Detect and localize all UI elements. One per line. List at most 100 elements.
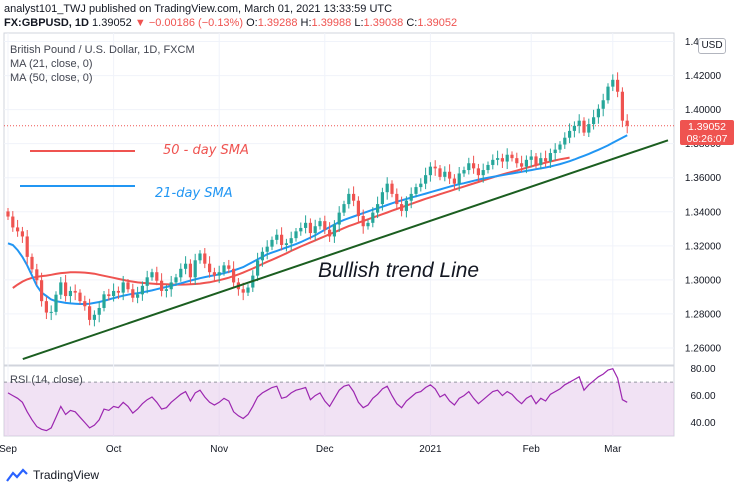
candle-body bbox=[356, 200, 360, 217]
price-tick-label: 1.26000 bbox=[685, 343, 722, 354]
candle-body bbox=[6, 211, 10, 217]
candle-body bbox=[20, 231, 24, 237]
candle-body bbox=[582, 120, 586, 133]
candle-body bbox=[208, 263, 212, 273]
time-tick-label: Sep bbox=[0, 444, 17, 455]
price-tick-label: 1.42000 bbox=[685, 71, 722, 82]
symbol-label[interactable]: FX:GBPUSD, 1D bbox=[4, 17, 89, 29]
last-price-tag: 1.39052 08:26:07 bbox=[680, 120, 734, 145]
candle-body bbox=[496, 158, 500, 160]
candle-body bbox=[25, 236, 29, 257]
candle-body bbox=[126, 282, 130, 290]
candle-body bbox=[323, 221, 327, 230]
candle-body bbox=[524, 159, 528, 167]
price-tick-label: 1.34000 bbox=[685, 207, 722, 218]
candle-body bbox=[92, 314, 96, 320]
trendline-annotation: Bullish trend Line bbox=[318, 259, 480, 282]
last-price-tag-value: 1.39052 bbox=[688, 121, 726, 133]
candle-body bbox=[131, 289, 135, 298]
candle-body bbox=[616, 79, 620, 92]
candle-body bbox=[385, 183, 389, 193]
countdown-timer: 08:26:07 bbox=[686, 133, 728, 145]
candle-body bbox=[472, 163, 476, 169]
candle-body bbox=[227, 265, 231, 269]
candle-body bbox=[83, 301, 87, 307]
candle-body bbox=[203, 253, 207, 264]
candle-body bbox=[332, 224, 336, 237]
candle-body bbox=[193, 260, 197, 278]
candle-body bbox=[246, 287, 250, 293]
candle-body bbox=[78, 292, 82, 302]
candle-body bbox=[467, 163, 471, 171]
footer-brand[interactable]: TradingView bbox=[6, 468, 99, 482]
time-tick-label: Mar bbox=[604, 444, 622, 455]
candle-body bbox=[11, 216, 15, 228]
candle-body bbox=[313, 226, 317, 234]
candle-body bbox=[30, 256, 34, 270]
candle-body bbox=[328, 229, 332, 237]
candle-body bbox=[500, 158, 504, 162]
candle-body bbox=[486, 164, 490, 171]
candle-body bbox=[88, 306, 92, 320]
candle-body bbox=[529, 156, 533, 160]
tradingview-logo-icon bbox=[6, 468, 28, 482]
candle-body bbox=[505, 154, 509, 162]
high-value: 1.39988 bbox=[311, 17, 352, 29]
candle-body bbox=[16, 227, 20, 232]
candle-body bbox=[563, 137, 567, 145]
bullish-trendline[interactable] bbox=[22, 139, 669, 360]
rsi-tick-label: 80.00 bbox=[690, 364, 715, 375]
candle-body bbox=[179, 268, 183, 278]
candle-body bbox=[160, 280, 164, 291]
candle-body bbox=[97, 307, 101, 315]
candle-body bbox=[73, 290, 77, 293]
candle-body bbox=[534, 156, 538, 165]
candle-body bbox=[443, 171, 447, 177]
last-price: 1.39052 bbox=[92, 17, 132, 29]
rsi-legend[interactable]: RSI (14, close) bbox=[10, 374, 83, 386]
candle-body bbox=[371, 212, 375, 223]
candle-body bbox=[289, 238, 293, 244]
chart-title-legend: British Pound / U.S. Dollar, 1D, FXCM bbox=[10, 44, 195, 56]
ma21-legend[interactable]: MA (21, close, 0) bbox=[10, 58, 93, 70]
candle-body bbox=[260, 251, 264, 261]
candle-body bbox=[116, 290, 120, 293]
candle-body bbox=[112, 290, 116, 297]
candle-body bbox=[376, 204, 380, 213]
candle-body bbox=[217, 272, 221, 276]
candle-body bbox=[419, 183, 423, 188]
sma50-annotation: 50 - day SMA bbox=[163, 143, 249, 158]
rsi-line bbox=[7, 367, 628, 432]
candle-body bbox=[577, 120, 581, 126]
time-tick-label: Feb bbox=[523, 444, 541, 455]
candle-body bbox=[299, 227, 303, 232]
high-label: H: bbox=[300, 17, 312, 29]
price-change: −0.00186 (−0.13%) bbox=[148, 17, 243, 29]
low-label: L: bbox=[354, 17, 364, 29]
low-value: 1.39038 bbox=[363, 17, 404, 29]
candle-body bbox=[352, 193, 356, 201]
candle-body bbox=[380, 192, 384, 205]
close-label: C: bbox=[406, 17, 418, 29]
candle-body bbox=[428, 166, 432, 176]
candle-body bbox=[361, 216, 365, 227]
currency-selector[interactable]: USD bbox=[698, 38, 726, 54]
candle-body bbox=[54, 294, 58, 312]
candle-body bbox=[256, 260, 260, 276]
candle-body bbox=[452, 178, 456, 184]
candle-body bbox=[448, 171, 452, 179]
rsi-tick-label: 60.00 bbox=[690, 391, 715, 402]
candle-body bbox=[174, 277, 178, 283]
candle-body bbox=[121, 282, 125, 293]
sma21-annotation: 21-day SMA bbox=[155, 186, 233, 201]
candle-body bbox=[280, 234, 284, 245]
candle-body bbox=[342, 204, 346, 213]
candle-body bbox=[270, 239, 274, 247]
close-value: 1.39052 bbox=[417, 17, 458, 29]
candle-body bbox=[548, 153, 552, 162]
ma50-legend[interactable]: MA (50, close, 0) bbox=[10, 72, 93, 84]
time-tick-label: 2021 bbox=[419, 444, 442, 455]
candle-body bbox=[400, 204, 404, 211]
candle-body bbox=[188, 263, 192, 278]
